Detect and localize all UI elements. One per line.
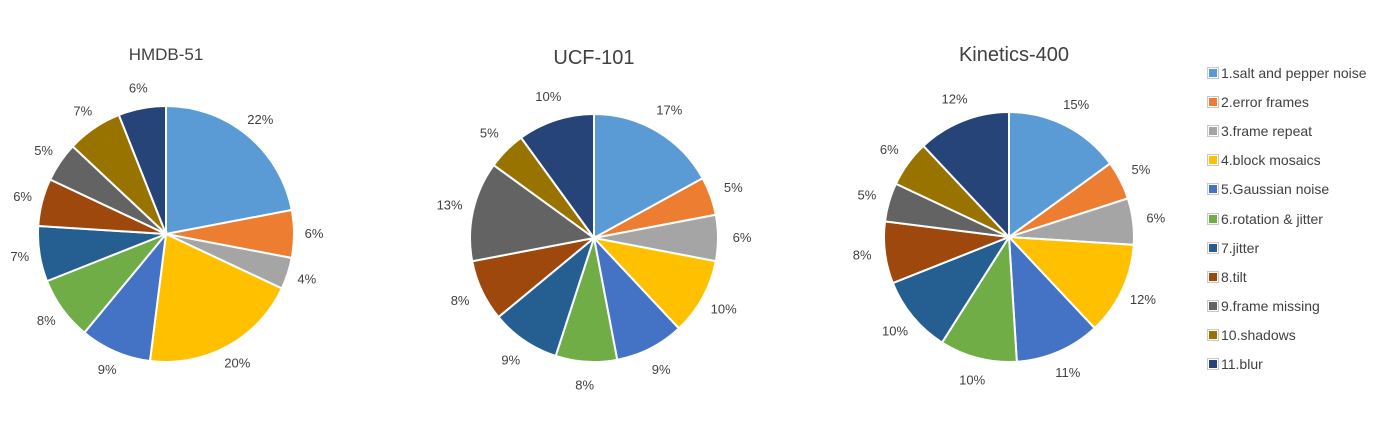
data-label: 6% — [880, 142, 899, 157]
data-label: 9% — [501, 352, 520, 367]
pie-chart: Kinetics-400 15% 5% 6% 12% 11% 10% 10% 8% 5% 6% 12% — [853, 44, 1166, 387]
legend-item: 6.rotation & jitter — [1207, 204, 1367, 233]
data-label: 5% — [480, 125, 499, 140]
data-label: 6% — [13, 189, 32, 204]
legend-label: 4.block mosaics — [1221, 152, 1321, 169]
legend-swatch — [1207, 270, 1219, 283]
pie-chart: HMDB-51 22% 6% 4% 20% 9% 8% 7% 6% 5% 7% 6% — [10, 45, 323, 377]
data-label: 22% — [247, 112, 273, 127]
legend-label: 2.error frames — [1221, 93, 1309, 110]
legend-label: 7.jitter — [1221, 239, 1260, 256]
legend-swatch — [1207, 358, 1219, 371]
legend-swatch — [1207, 66, 1219, 79]
pie-slice — [922, 110, 1010, 240]
legend-item: 7.jitter — [1207, 233, 1367, 262]
pie-slice — [1008, 110, 1112, 239]
legend-label: 11.blur — [1221, 356, 1263, 373]
pie-slice — [591, 236, 717, 330]
data-label: 11% — [1055, 365, 1080, 380]
legend-label: 9.frame missing — [1221, 298, 1320, 315]
pie-slice — [469, 163, 597, 263]
pie-slice — [891, 234, 1012, 344]
legend-item: 1.salt and pepper noise — [1207, 58, 1367, 87]
chart-title: UCF-101 — [553, 47, 634, 69]
data-label: 12% — [941, 91, 967, 106]
pie-slice — [940, 233, 1018, 363]
data-label: 12% — [1130, 292, 1156, 307]
data-label: 8% — [451, 293, 470, 308]
legend-swatch — [1207, 154, 1219, 167]
data-label: 10% — [959, 372, 985, 387]
data-label: 7% — [10, 249, 29, 264]
chart-title: Kinetics-400 — [959, 44, 1069, 66]
pie-slice — [519, 112, 595, 242]
data-label: 10% — [711, 301, 737, 316]
legend-label: 8.tilt — [1221, 268, 1247, 285]
data-label: 17% — [656, 103, 682, 118]
data-label: 6% — [1146, 211, 1165, 226]
data-label: 10% — [535, 89, 561, 104]
legend-item: 5.Gaussian noise — [1207, 175, 1367, 204]
legend-item: 11.blur — [1207, 350, 1367, 379]
pie-slice — [148, 232, 284, 363]
legend-item: 9.frame missing — [1207, 292, 1367, 321]
pie-charts: HMDB-51 22% 6% 4% 20% 9% 8% 7% 6% 5% 7% 6% UCF-101 17… — [10, 44, 1166, 393]
legend-label: 10.shadows — [1221, 327, 1296, 344]
legend-item: 3.frame repeat — [1207, 116, 1367, 145]
data-label: 7% — [73, 104, 92, 119]
data-label: 15% — [1063, 97, 1089, 112]
data-label: 5% — [34, 143, 53, 158]
data-label: 6% — [733, 230, 752, 245]
legend-item: 8.tilt — [1207, 262, 1367, 291]
pie-chart: UCF-101 17% 5% 6% 10% 9% 8% 9% 8% 13% 5% 10% — [437, 47, 752, 393]
chart-title: HMDB-51 — [129, 45, 204, 64]
data-label: 9% — [98, 362, 117, 377]
pie-slice — [165, 104, 293, 236]
pie-slice — [1007, 234, 1096, 363]
legend-item: 4.block mosaics — [1207, 146, 1367, 175]
legend-swatch — [1207, 124, 1219, 137]
data-label: 6% — [129, 81, 148, 96]
data-label: 20% — [224, 356, 250, 371]
data-label: 5% — [858, 188, 877, 203]
legend: 1.salt and pepper noise 2.error frames 3.f… — [1207, 58, 1367, 379]
legend-label: 5.Gaussian noise — [1221, 181, 1330, 198]
legend-item: 2.error frames — [1207, 87, 1367, 116]
data-label: 9% — [652, 362, 671, 377]
data-label: 5% — [1132, 162, 1151, 177]
legend-swatch — [1207, 300, 1219, 313]
legend-swatch — [1207, 329, 1219, 342]
data-label: 13% — [437, 198, 463, 213]
pie-slice — [1006, 235, 1135, 330]
data-label: 6% — [305, 226, 324, 241]
legend-swatch — [1207, 95, 1219, 108]
legend-item: 10.shadows — [1207, 321, 1367, 350]
legend-label: 3.frame repeat — [1221, 122, 1313, 139]
data-label: 5% — [724, 180, 743, 195]
legend-swatch — [1207, 183, 1219, 196]
legend-label: 1.salt and pepper noise — [1221, 64, 1367, 81]
data-label: 8% — [575, 378, 594, 393]
data-label: 10% — [882, 323, 908, 338]
pie-slice — [593, 112, 705, 240]
data-label: 8% — [37, 313, 56, 328]
legend-label: 6.rotation & jitter — [1221, 210, 1323, 227]
data-label: 4% — [297, 272, 316, 287]
pie-slice — [117, 104, 167, 235]
legend-swatch — [1207, 212, 1219, 225]
data-label: 8% — [853, 248, 872, 263]
legend-swatch — [1207, 241, 1219, 254]
